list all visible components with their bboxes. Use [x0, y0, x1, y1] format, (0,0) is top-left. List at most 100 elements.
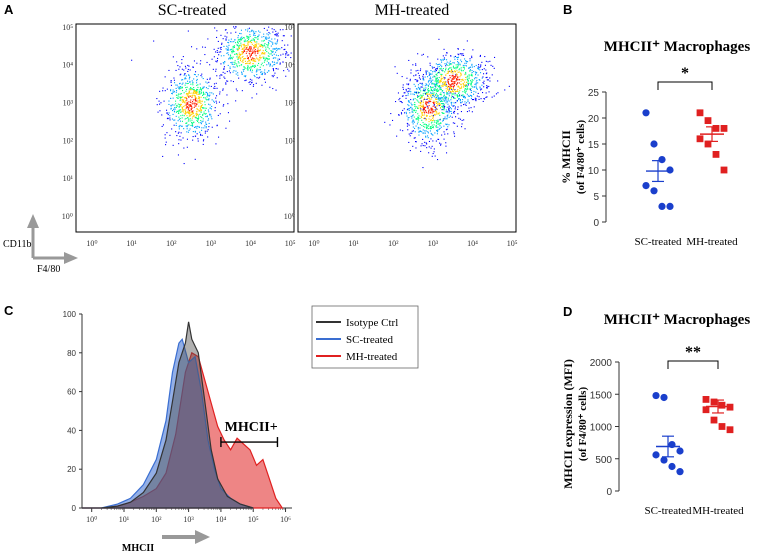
- event-dot: [461, 101, 463, 103]
- event-dot: [464, 128, 466, 130]
- event-dot: [442, 82, 444, 84]
- event-dot: [219, 77, 221, 79]
- event-dot: [282, 61, 284, 63]
- event-dot: [428, 102, 430, 104]
- event-dot: [173, 124, 175, 126]
- event-dot: [420, 108, 422, 110]
- event-dot: [256, 70, 258, 72]
- event-dot: [177, 105, 179, 107]
- event-dot: [239, 32, 241, 34]
- event-dot: [261, 45, 263, 47]
- event-dot: [422, 122, 424, 124]
- event-dot: [246, 37, 248, 39]
- data-point: [652, 451, 660, 459]
- event-dot: [236, 53, 238, 55]
- event-dot: [244, 80, 246, 82]
- event-dot: [414, 98, 416, 100]
- event-dot: [196, 91, 198, 93]
- event-dot: [454, 82, 456, 84]
- event-dot: [419, 102, 421, 104]
- event-dot: [438, 113, 440, 115]
- event-dot: [447, 93, 449, 95]
- event-dot: [226, 32, 228, 34]
- event-dot: [287, 68, 289, 70]
- event-dot: [408, 90, 410, 92]
- event-dot: [281, 47, 283, 49]
- event-dot: [274, 42, 276, 44]
- event-dot: [458, 69, 460, 71]
- event-dot: [448, 105, 450, 107]
- event-dot: [448, 83, 450, 85]
- event-dot: [179, 66, 181, 68]
- event-dot: [188, 112, 190, 114]
- event-dot: [401, 76, 403, 78]
- event-dot: [425, 93, 427, 95]
- event-dot: [443, 48, 445, 50]
- event-dot: [432, 79, 434, 81]
- event-dot: [171, 93, 173, 95]
- event-dot: [436, 88, 438, 90]
- event-dot: [223, 55, 225, 57]
- event-dot: [266, 58, 268, 60]
- x-tick-label: 10¹: [348, 239, 359, 248]
- event-dot: [263, 33, 265, 35]
- event-dot: [186, 83, 188, 85]
- event-dot: [425, 104, 427, 106]
- event-dot: [182, 79, 184, 81]
- event-dot: [465, 84, 467, 86]
- event-dot: [451, 75, 453, 77]
- event-dot: [195, 91, 197, 93]
- event-dot: [443, 78, 445, 80]
- event-dot: [461, 86, 463, 88]
- event-dot: [173, 79, 175, 81]
- event-dot: [447, 72, 449, 74]
- event-dot: [464, 88, 466, 90]
- event-dot: [429, 62, 431, 64]
- event-dot: [183, 163, 185, 165]
- event-dot: [444, 133, 446, 135]
- event-dot: [445, 69, 447, 71]
- event-dot: [216, 75, 218, 77]
- event-dot: [239, 38, 241, 40]
- event-dot: [248, 82, 250, 84]
- event-dot: [421, 96, 423, 98]
- event-dot: [243, 47, 245, 49]
- event-dot: [272, 42, 274, 44]
- event-dot: [205, 127, 207, 129]
- event-dot: [430, 101, 432, 103]
- event-dot: [179, 124, 181, 126]
- event-dot: [422, 84, 424, 86]
- event-dot: [188, 78, 190, 80]
- event-dot: [436, 130, 438, 132]
- event-dot: [202, 107, 204, 109]
- event-dot: [238, 56, 240, 58]
- event-dot: [182, 101, 184, 103]
- event-dot: [159, 90, 161, 92]
- event-dot: [271, 38, 273, 40]
- event-dot: [423, 79, 425, 81]
- event-dot: [406, 125, 408, 127]
- event-dot: [193, 115, 195, 117]
- event-dot: [228, 58, 230, 60]
- event-dot: [458, 117, 460, 119]
- event-dot: [202, 46, 204, 48]
- event-dot: [256, 77, 258, 79]
- event-dot: [239, 44, 241, 46]
- event-dot: [240, 29, 242, 31]
- event-dot: [452, 96, 454, 98]
- event-dot: [428, 121, 430, 123]
- event-dot: [276, 77, 278, 79]
- y-tick-label: 10³: [63, 99, 74, 108]
- event-dot: [444, 58, 446, 60]
- event-dot: [483, 86, 485, 88]
- event-dot: [172, 56, 174, 58]
- dotplot-events-sc: [131, 26, 292, 165]
- event-dot: [437, 97, 439, 99]
- event-dot: [409, 112, 411, 114]
- event-dot: [438, 77, 440, 79]
- event-dot: [474, 83, 476, 85]
- event-dot: [181, 79, 183, 81]
- event-dot: [454, 58, 456, 60]
- event-dot: [417, 84, 419, 86]
- event-dot: [254, 66, 256, 68]
